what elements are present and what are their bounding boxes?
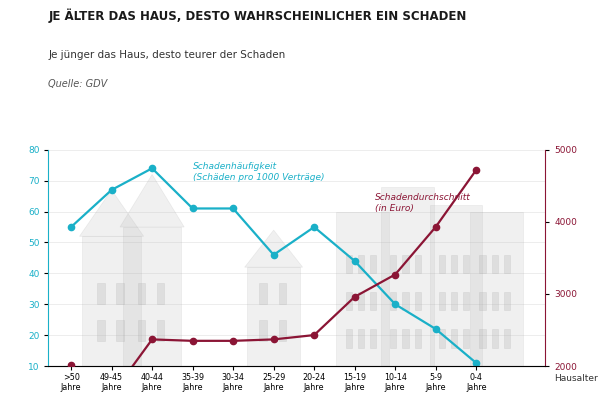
Text: Hausalter: Hausalter <box>554 374 598 384</box>
Polygon shape <box>439 329 445 347</box>
Polygon shape <box>479 292 485 310</box>
Polygon shape <box>463 255 469 273</box>
Polygon shape <box>402 329 408 347</box>
Polygon shape <box>390 292 396 310</box>
Polygon shape <box>346 292 352 310</box>
Polygon shape <box>259 320 267 342</box>
Polygon shape <box>381 187 434 366</box>
Polygon shape <box>116 320 124 342</box>
Polygon shape <box>479 255 485 273</box>
Polygon shape <box>116 282 124 304</box>
Polygon shape <box>451 255 457 273</box>
Polygon shape <box>157 282 164 304</box>
Polygon shape <box>390 329 396 347</box>
Polygon shape <box>247 267 300 366</box>
Polygon shape <box>463 292 469 310</box>
Polygon shape <box>430 206 482 366</box>
Polygon shape <box>120 174 184 227</box>
Polygon shape <box>370 329 376 347</box>
Polygon shape <box>470 212 523 366</box>
Text: Je jünger das Haus, desto teurer der Schaden: Je jünger das Haus, desto teurer der Sch… <box>48 50 286 60</box>
Polygon shape <box>415 329 421 347</box>
Polygon shape <box>358 329 364 347</box>
Polygon shape <box>451 292 457 310</box>
Polygon shape <box>491 329 498 347</box>
Polygon shape <box>346 255 352 273</box>
Polygon shape <box>98 320 105 342</box>
Polygon shape <box>504 292 510 310</box>
Text: JE ÄLTER DAS HAUS, DESTO WAHRSCHEINLICHER EIN SCHADEN: JE ÄLTER DAS HAUS, DESTO WAHRSCHEINLICHE… <box>48 8 467 23</box>
Polygon shape <box>390 255 396 273</box>
Polygon shape <box>479 329 485 347</box>
Polygon shape <box>358 255 364 273</box>
Polygon shape <box>279 320 286 342</box>
Polygon shape <box>79 190 144 236</box>
Polygon shape <box>370 255 376 273</box>
Polygon shape <box>439 292 445 310</box>
Text: Schadendurchschnitt
(in Euro): Schadendurchschnitt (in Euro) <box>375 193 471 213</box>
Polygon shape <box>123 227 181 366</box>
Polygon shape <box>415 292 421 310</box>
Polygon shape <box>491 292 498 310</box>
Text: Quelle: GDV: Quelle: GDV <box>48 79 108 89</box>
Polygon shape <box>138 282 145 304</box>
Polygon shape <box>504 255 510 273</box>
Polygon shape <box>245 230 302 267</box>
Polygon shape <box>358 292 364 310</box>
Polygon shape <box>259 282 267 304</box>
Polygon shape <box>346 329 352 347</box>
Polygon shape <box>98 282 105 304</box>
Polygon shape <box>402 292 408 310</box>
Polygon shape <box>336 212 389 366</box>
Polygon shape <box>138 320 145 342</box>
Polygon shape <box>279 282 286 304</box>
Polygon shape <box>439 255 445 273</box>
Polygon shape <box>463 329 469 347</box>
Polygon shape <box>451 329 457 347</box>
Polygon shape <box>370 292 376 310</box>
Polygon shape <box>491 255 498 273</box>
Polygon shape <box>504 329 510 347</box>
Polygon shape <box>415 255 421 273</box>
Polygon shape <box>402 255 408 273</box>
Polygon shape <box>157 320 164 342</box>
Text: Schadenhäufigkeit
(Schäden pro 1000 Verträge): Schadenhäufigkeit (Schäden pro 1000 Vert… <box>193 162 324 182</box>
Polygon shape <box>82 236 141 366</box>
